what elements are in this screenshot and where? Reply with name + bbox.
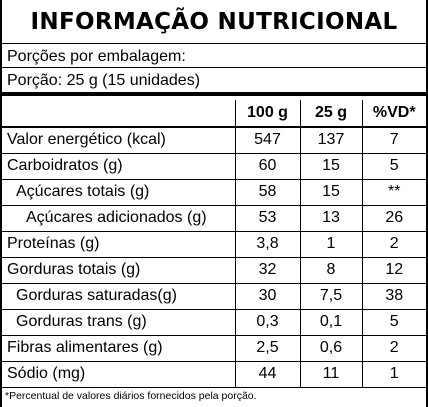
value-vd: 12 bbox=[361, 256, 426, 283]
value-vd: 2 bbox=[361, 334, 426, 361]
nutrient-name: Gorduras trans (g) bbox=[2, 308, 235, 335]
value-vd: 38 bbox=[361, 282, 426, 309]
value-25g: 8 bbox=[299, 256, 362, 283]
value-100g: 30 bbox=[234, 282, 300, 309]
nutrient-name: Valor energético (kcal) bbox=[2, 126, 235, 153]
portion-size: Porção: 25 g (15 unidades) bbox=[2, 69, 426, 96]
table-row: Açúcares adicionados (g) 53 13 26 bbox=[2, 204, 426, 231]
nutrient-name: Sódio (mg) bbox=[2, 360, 235, 388]
value-vd: ** bbox=[361, 178, 426, 205]
value-vd: 5 bbox=[361, 152, 426, 179]
value-vd: 1 bbox=[361, 360, 426, 388]
value-100g: 53 bbox=[234, 204, 300, 231]
value-100g: 58 bbox=[234, 178, 300, 205]
table-row: Fibras alimentares (g) 2,5 0,6 2 bbox=[2, 334, 426, 361]
nutrient-name: Gorduras saturadas(g) bbox=[2, 282, 235, 309]
table-row: Valor energético (kcal) 547 137 7 bbox=[2, 126, 426, 153]
footnote: *Percentual de valores diários fornecido… bbox=[5, 390, 257, 402]
table-header-row: 100 g 25 g %VD* bbox=[2, 100, 426, 128]
value-100g: 60 bbox=[234, 152, 300, 179]
value-100g: 547 bbox=[234, 126, 300, 153]
nutrition-table: 100 g 25 g %VD* Valor energético (kcal) … bbox=[2, 100, 426, 388]
value-25g: 15 bbox=[299, 178, 362, 205]
value-25g: 15 bbox=[299, 152, 362, 179]
nutrient-name: Açúcares totais (g) bbox=[2, 178, 235, 205]
value-vd: 2 bbox=[361, 230, 426, 257]
value-25g: 1 bbox=[299, 230, 362, 257]
table-row: Açúcares totais (g) 58 15 ** bbox=[2, 178, 426, 205]
nutrient-name: Açúcares adicionados (g) bbox=[2, 204, 235, 231]
value-100g: 44 bbox=[234, 360, 300, 388]
table-row: Gorduras trans (g) 0,3 0,1 5 bbox=[2, 308, 426, 335]
servings-per-package: Porções por embalagem: bbox=[2, 45, 426, 68]
table-row: Gorduras totais (g) 32 8 12 bbox=[2, 256, 426, 283]
nutrient-name: Carboidratos (g) bbox=[2, 152, 235, 179]
value-25g: 0,6 bbox=[299, 334, 362, 361]
header-vd: %VD* bbox=[361, 100, 426, 128]
value-25g: 11 bbox=[299, 360, 362, 388]
value-100g: 32 bbox=[234, 256, 300, 283]
value-25g: 137 bbox=[299, 126, 362, 153]
value-25g: 0,1 bbox=[299, 308, 362, 335]
value-100g: 3,8 bbox=[234, 230, 300, 257]
table-row: Sódio (mg) 44 11 1 bbox=[2, 360, 426, 388]
nutrient-name: Gorduras totais (g) bbox=[2, 256, 235, 283]
header-25g: 25 g bbox=[299, 100, 362, 128]
table-row: Carboidratos (g) 60 15 5 bbox=[2, 152, 426, 179]
value-25g: 13 bbox=[299, 204, 362, 231]
value-vd: 5 bbox=[361, 308, 426, 335]
nutrient-name: Proteínas (g) bbox=[2, 230, 235, 257]
label-title: INFORMAÇÃO NUTRICIONAL bbox=[2, 0, 426, 44]
value-vd: 26 bbox=[361, 204, 426, 231]
nutrient-name: Fibras alimentares (g) bbox=[2, 334, 235, 361]
value-vd: 7 bbox=[361, 126, 426, 153]
table-row: Proteínas (g) 3,8 1 2 bbox=[2, 230, 426, 257]
value-100g: 0,3 bbox=[234, 308, 300, 335]
value-25g: 7,5 bbox=[299, 282, 362, 309]
table-row: Gorduras saturadas(g) 30 7,5 38 bbox=[2, 282, 426, 309]
header-nutrient bbox=[2, 100, 235, 128]
value-100g: 2,5 bbox=[234, 334, 300, 361]
header-100g: 100 g bbox=[234, 100, 300, 128]
